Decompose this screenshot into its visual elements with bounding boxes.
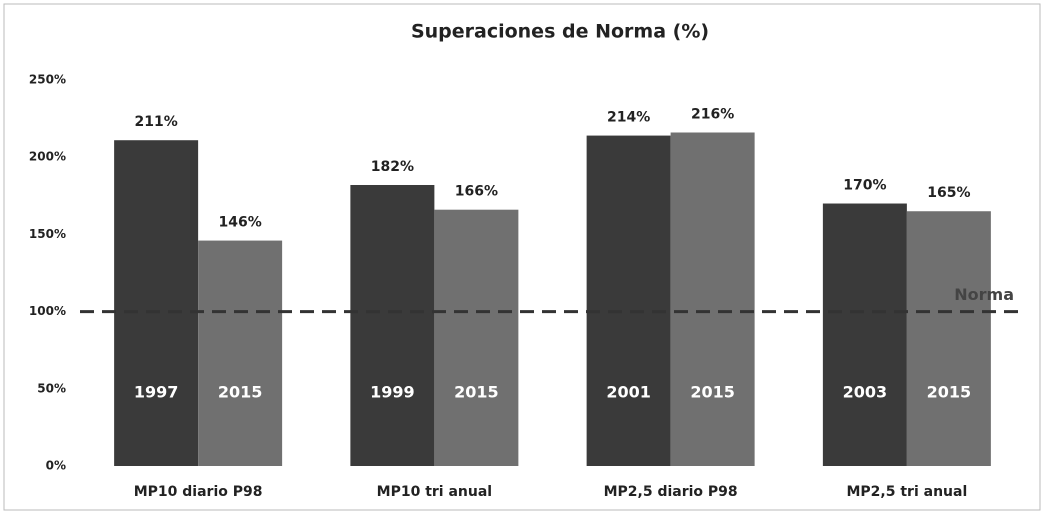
bar <box>670 132 755 466</box>
bar <box>350 184 435 466</box>
bar-label: 2001 <box>606 383 651 402</box>
bar <box>822 203 907 466</box>
bar <box>586 135 671 467</box>
bar <box>906 211 991 466</box>
reference-label: Norma <box>954 285 1014 304</box>
value-label: 146% <box>218 215 261 231</box>
value-label: 216% <box>691 106 734 122</box>
bar-label: 2003 <box>843 383 888 402</box>
bar <box>434 209 519 467</box>
y-tick-label: 200% <box>29 150 66 164</box>
bar-label: 2015 <box>690 383 735 402</box>
bar <box>114 140 199 466</box>
bar <box>198 240 283 466</box>
y-tick-label: 100% <box>29 304 66 318</box>
bar-label: 2015 <box>454 383 499 402</box>
bar-label: 2015 <box>218 383 263 402</box>
value-label: 166% <box>455 184 498 200</box>
bar-label: 2015 <box>927 383 972 402</box>
value-label: 182% <box>371 159 414 175</box>
y-tick-label: 250% <box>29 73 66 87</box>
bar-label: 1999 <box>370 383 415 402</box>
value-label: 214% <box>607 110 650 126</box>
x-tick-label: MP2,5 diario P98 <box>604 484 738 500</box>
y-tick-label: 0% <box>46 459 66 473</box>
x-tick-label: MP10 tri anual <box>377 484 492 500</box>
bar-label: 1997 <box>134 383 179 402</box>
x-tick-label: MP2,5 tri anual <box>846 484 967 500</box>
chart-title: Superaciones de Norma (%) <box>411 21 709 43</box>
y-tick-label: 150% <box>29 227 66 241</box>
value-label: 170% <box>843 178 886 194</box>
value-label: 165% <box>927 185 970 201</box>
value-label: 211% <box>134 114 177 130</box>
x-tick-label: MP10 diario P98 <box>134 484 263 500</box>
y-tick-label: 50% <box>37 381 66 395</box>
